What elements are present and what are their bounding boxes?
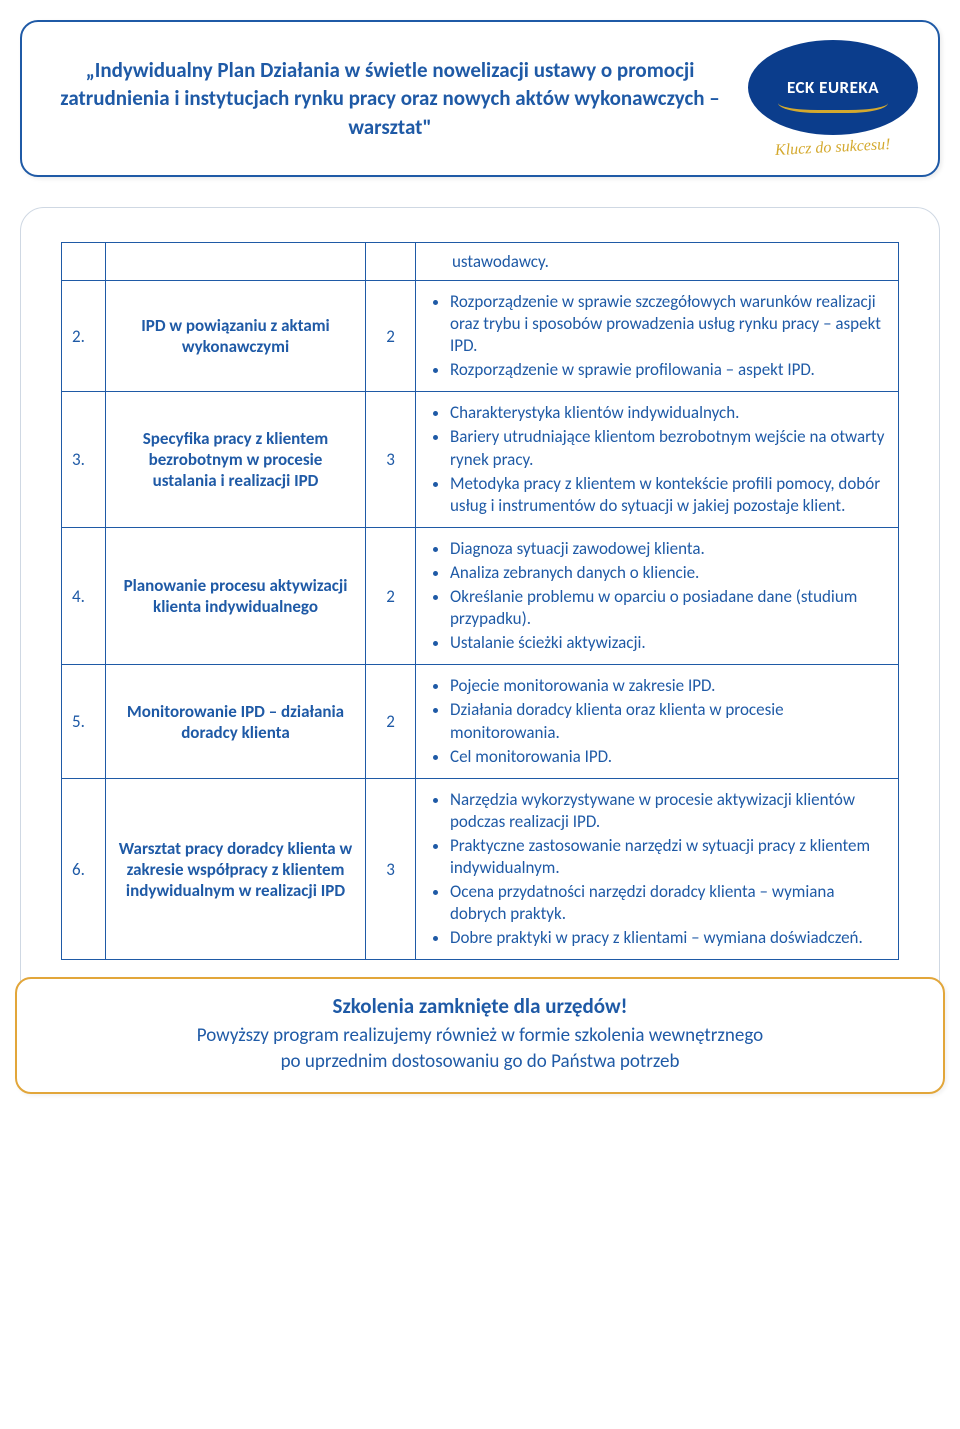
cell-hours: 2 [366,527,416,664]
bullet-item: Pojecie monitorowania w zakresie IPD. [450,675,888,697]
cell-detail: ustawodawcy. [416,243,899,281]
table-row: ustawodawcy. [62,243,899,281]
table-row: 3.Specyfika pracy z klientem bezrobotnym… [62,392,899,527]
bullet-item: Dobre praktyki w pracy z klientami – wym… [450,927,888,949]
bullet-item: Cel monitorowania IPD. [450,746,888,768]
cell-num: 4. [62,527,106,664]
cell-hours: 3 [366,778,416,960]
footer-line1: Powyższy program realizujemy również w f… [37,1023,923,1049]
cell-detail: Diagnoza sytuacji zawodowej klienta.Anal… [416,527,899,664]
table-row: 4.Planowanie procesu aktywizacji klienta… [62,527,899,664]
cell-topic [106,243,366,281]
header-title: „Indywidualny Plan Działania w świetle n… [42,56,748,141]
logo-tagline: Klucz do sukcesu! [775,136,891,160]
header-box: „Indywidualny Plan Działania w świetle n… [20,20,940,177]
cell-topic: Monitorowanie IPD – działania doradcy kl… [106,665,366,778]
bullet-item: Ocena przydatności narzędzi doradcy klie… [450,881,888,925]
logo-ellipse: ECK EUREKA [748,40,918,135]
cell-hours: 3 [366,392,416,527]
bullet-item: Określanie problemu w oparciu o posiadan… [450,586,888,630]
bullet-item: Rozporządzenie w sprawie profilowania – … [450,359,888,381]
cell-topic: Specyfika pracy z klientem bezrobotnym w… [106,392,366,527]
logo-text: ECK EUREKA [787,77,879,98]
bullet-item: Działania doradcy klienta oraz klienta w… [450,699,888,743]
cell-topic: IPD w powiązaniu z aktami wykonawczymi [106,281,366,392]
logo: ECK EUREKA Klucz do sukcesu! [748,40,918,157]
bullet-item: Diagnoza sytuacji zawodowej klienta. [450,538,888,560]
bullet-item: Praktyczne zastosowanie narzędzi w sytua… [450,835,888,879]
logo-swoosh-icon [778,103,888,113]
cell-num: 2. [62,281,106,392]
cell-num [62,243,106,281]
cell-topic: Warsztat pracy doradcy klienta w zakresi… [106,778,366,960]
bullet-item: Narzędzia wykorzystywane w procesie akty… [450,789,888,833]
bullet-item: Bariery utrudniające klientom bezrobotny… [450,426,888,470]
cell-hours: 2 [366,281,416,392]
bullet-item: Analiza zebranych danych o kliencie. [450,562,888,584]
table-row: 2.IPD w powiązaniu z aktami wykonawczymi… [62,281,899,392]
program-table: ustawodawcy.2.IPD w powiązaniu z aktami … [61,242,899,960]
bullet-item: Ustalanie ścieżki aktywizacji. [450,632,888,654]
cell-detail: Narzędzia wykorzystywane w procesie akty… [416,778,899,960]
footer-line2: po uprzednim dostosowaniu go do Państwa … [37,1049,923,1075]
cell-num: 5. [62,665,106,778]
bullet-item: Metodyka pracy z klientem w kontekście p… [450,473,888,517]
cell-topic: Planowanie procesu aktywizacji klienta i… [106,527,366,664]
cell-detail: Rozporządzenie w sprawie szczegółowych w… [416,281,899,392]
cell-detail: Pojecie monitorowania w zakresie IPD.Dzi… [416,665,899,778]
table-row: 6.Warsztat pracy doradcy klienta w zakre… [62,778,899,960]
footer-box: Szkolenia zamknięte dla urzędów! Powyższ… [15,977,945,1094]
cell-hours: 2 [366,665,416,778]
bullet-item: Charakterystyka klientów indywidualnych. [450,402,888,424]
cell-hours [366,243,416,281]
cell-detail: Charakterystyka klientów indywidualnych.… [416,392,899,527]
table-row: 5.Monitorowanie IPD – działania doradcy … [62,665,899,778]
cell-num: 3. [62,392,106,527]
bullet-item: Rozporządzenie w sprawie szczegółowych w… [450,291,888,357]
cell-num: 6. [62,778,106,960]
footer-title: Szkolenia zamknięte dla urzędów! [37,993,923,1019]
content-panel: ustawodawcy.2.IPD w powiązaniu z aktami … [20,207,940,1051]
